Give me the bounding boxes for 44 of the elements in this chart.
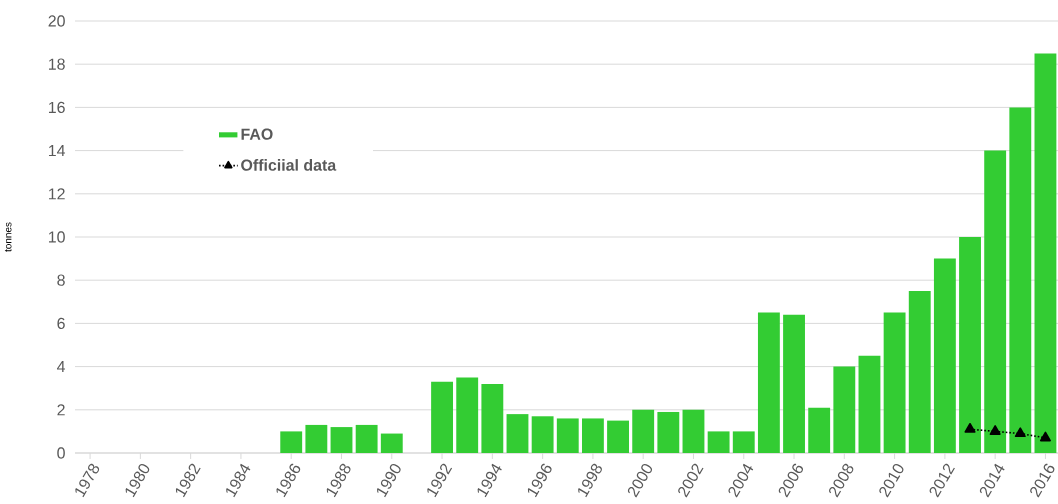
legend-label: Officiial data bbox=[241, 159, 337, 171]
bar bbox=[783, 314, 805, 453]
bar bbox=[506, 414, 529, 453]
bar bbox=[707, 431, 730, 453]
bar bbox=[883, 312, 906, 453]
bar bbox=[732, 431, 755, 453]
bar bbox=[808, 407, 831, 453]
y-tick-label: 4 bbox=[57, 361, 66, 373]
y-axis-title: tonnes bbox=[4, 222, 12, 252]
bar bbox=[908, 291, 931, 453]
bar bbox=[280, 431, 303, 453]
bar bbox=[959, 237, 981, 453]
bar bbox=[682, 409, 705, 453]
bar bbox=[1034, 53, 1057, 453]
legend-label: FAO bbox=[241, 128, 273, 140]
bar bbox=[607, 420, 629, 453]
bar bbox=[431, 381, 453, 453]
bar bbox=[858, 355, 881, 453]
y-tick-label: 18 bbox=[48, 58, 65, 70]
y-tick-label: 2 bbox=[57, 404, 65, 416]
y-tick-label: 10 bbox=[48, 231, 65, 243]
bar bbox=[581, 418, 604, 453]
bar bbox=[481, 383, 504, 453]
y-tick-label: 6 bbox=[57, 317, 65, 330]
bar bbox=[305, 424, 328, 453]
bar bbox=[380, 433, 403, 453]
bar bbox=[984, 150, 1007, 453]
bar bbox=[456, 377, 479, 453]
bar bbox=[531, 416, 554, 453]
y-tick-label: 20 bbox=[48, 15, 65, 27]
bar bbox=[355, 424, 378, 453]
y-tick-label: 16 bbox=[48, 101, 65, 114]
bar bbox=[632, 409, 655, 453]
bar bbox=[757, 312, 780, 453]
bar bbox=[556, 418, 579, 453]
y-tick-label: 12 bbox=[48, 188, 65, 200]
bar bbox=[657, 411, 680, 453]
bar bbox=[1009, 107, 1032, 453]
y-tick-label: 14 bbox=[48, 145, 66, 157]
bar bbox=[330, 427, 353, 453]
y-tick-label: 0 bbox=[57, 447, 65, 459]
bar bbox=[933, 258, 956, 453]
bar bbox=[833, 366, 856, 453]
y-tick-label: 8 bbox=[57, 274, 65, 286]
